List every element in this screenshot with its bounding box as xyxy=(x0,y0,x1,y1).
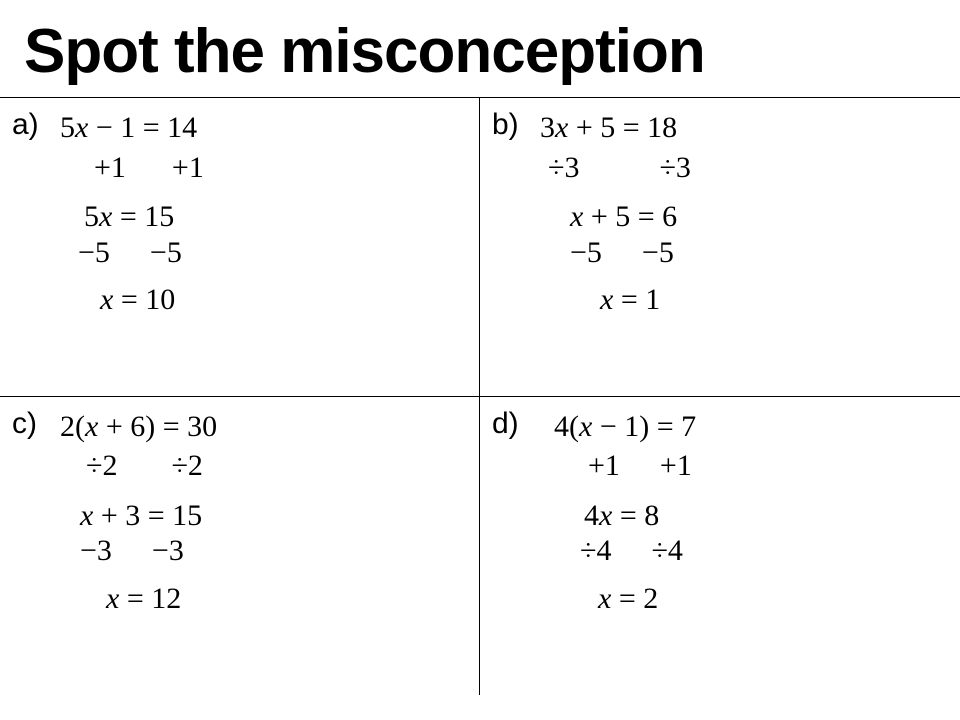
work-d: 4(x − 1) = 7 +1+1 4x = 8÷4÷4 x = 2 xyxy=(496,409,944,615)
problem-grid: a) 5x − 1 = 14 +1+1 5x = 15 −5−5 x = 10 b) 3… xyxy=(0,97,960,695)
work-a: 5x − 1 = 14 +1+1 5x = 15 −5−5 x = 10 xyxy=(16,110,463,316)
cell-label-c: c) xyxy=(12,407,37,441)
page-title: Spot the misconception xyxy=(0,0,960,97)
math-line: x = 12 xyxy=(60,583,463,615)
math-line: 4(x − 1) = 7 xyxy=(540,411,944,443)
math-line: 2(x + 6) = 30 xyxy=(60,411,463,443)
cell-d: d) 4(x − 1) = 7 +1+1 4x = 8÷4÷4 x = 2 xyxy=(480,397,960,696)
math-line: x = 1 xyxy=(540,284,944,316)
cell-c: c) 2(x + 6) = 30 ÷2÷2 x + 3 = 15−3−3 x = 12 xyxy=(0,397,480,696)
math-line: −5−5 xyxy=(60,237,463,269)
math-line: ÷2÷2 xyxy=(60,450,463,482)
work-c: 2(x + 6) = 30 ÷2÷2 x + 3 = 15−3−3 x = 12 xyxy=(16,409,463,615)
work-b: 3x + 5 = 18 ÷3÷3 x + 5 = 6 −5−5 x = 1 xyxy=(496,110,944,316)
cell-label-b: b) xyxy=(492,108,519,142)
math-line: +1+1 xyxy=(60,152,463,184)
math-line: 3x + 5 = 18 xyxy=(540,112,944,144)
math-line: −3−3 xyxy=(60,535,463,567)
math-line: x + 3 = 15 xyxy=(60,500,463,532)
math-line: x + 5 = 6 xyxy=(540,201,944,233)
math-line: ÷4÷4 xyxy=(540,535,944,567)
math-line: 4x = 8 xyxy=(540,500,944,532)
cell-label-d: d) xyxy=(492,407,519,441)
math-line: x = 2 xyxy=(540,583,944,615)
math-line: +1+1 xyxy=(540,450,944,482)
math-line: ÷3÷3 xyxy=(540,152,944,184)
math-line: −5−5 xyxy=(540,237,944,269)
math-line: 5x − 1 = 14 xyxy=(60,112,463,144)
math-line: x = 10 xyxy=(60,284,463,316)
math-line: 5x = 15 xyxy=(60,201,463,233)
cell-label-a: a) xyxy=(12,108,39,142)
cell-a: a) 5x − 1 = 14 +1+1 5x = 15 −5−5 x = 10 xyxy=(0,98,480,397)
cell-b: b) 3x + 5 = 18 ÷3÷3 x + 5 = 6 −5−5 x = 1 xyxy=(480,98,960,397)
